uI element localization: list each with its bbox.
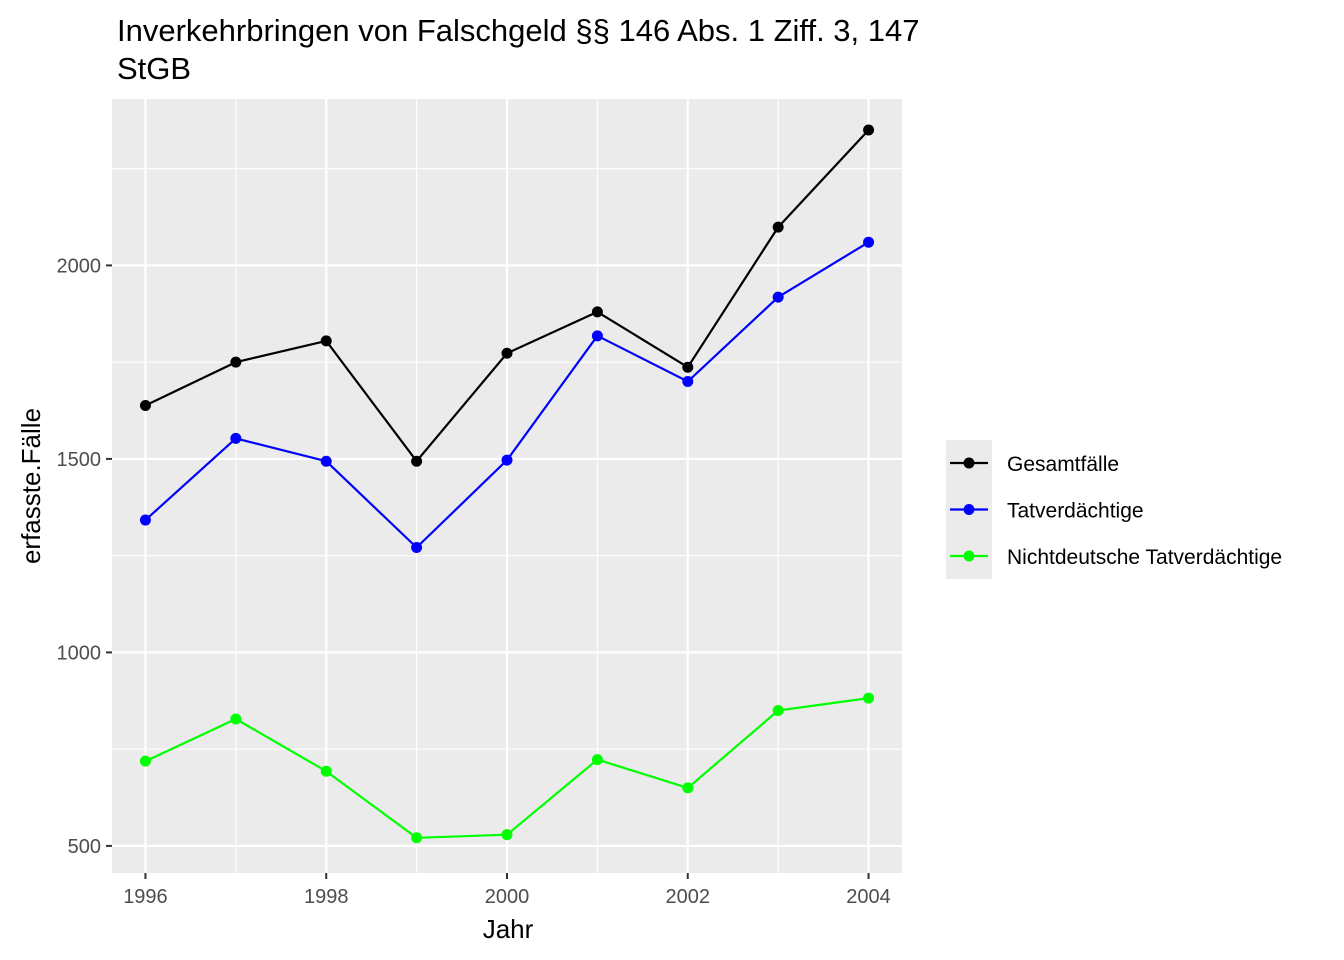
legend-label: Gesamtfälle: [1007, 453, 1119, 476]
legend-label: Nichtdeutsche Tatverdächtige: [1007, 546, 1282, 569]
data-point: [230, 432, 242, 444]
data-point: [411, 542, 423, 554]
x-axis-title: Jahr: [483, 914, 534, 944]
y-tick-label: 1500: [57, 449, 102, 471]
legend: Gesamtfälle Tatverdächtige Nichtdeutsche T…: [946, 440, 1282, 579]
data-point: [772, 291, 784, 303]
legend-key-point: [963, 550, 975, 562]
data-point: [863, 124, 875, 136]
grid-major: [112, 99, 902, 873]
x-tick-label: 2004: [846, 886, 891, 908]
y-tick-label: 1000: [57, 642, 102, 664]
data-point: [320, 335, 332, 347]
y-tick-label: 2000: [57, 255, 102, 277]
data-point: [139, 755, 151, 767]
data-point: [863, 692, 875, 704]
data-point: [501, 829, 513, 841]
legend-key-point: [963, 504, 975, 515]
tick-labels: 1996 1998 2000 2002 2004 500 1000 1500 2000: [57, 255, 891, 908]
data-point: [411, 455, 423, 467]
data-point: [411, 832, 423, 844]
data-point: [501, 454, 513, 466]
x-tick-label: 1998: [304, 886, 349, 908]
chart-title-line-2: StGB: [117, 51, 191, 86]
data-point: [682, 376, 694, 388]
data-point: [772, 221, 784, 233]
data-point: [682, 782, 694, 794]
axis-ticks: [106, 264, 870, 879]
y-tick-label: 500: [68, 836, 101, 858]
x-tick-label: 2000: [485, 886, 530, 908]
data-point: [320, 765, 332, 777]
data-point: [591, 330, 603, 342]
chart-title-line-1: Inverkehrbringen von Falschgeld §§ 146 A…: [117, 13, 920, 48]
series-layer: [139, 124, 875, 844]
x-tick-label: 1996: [123, 886, 168, 908]
data-point: [591, 754, 603, 766]
data-point: [320, 455, 332, 467]
data-point: [863, 236, 875, 248]
data-point: [682, 361, 694, 373]
data-point: [139, 514, 151, 526]
data-point: [230, 356, 242, 368]
data-point: [772, 704, 784, 716]
data-point: [230, 713, 242, 725]
y-axis-title: erfasste.Fälle: [16, 408, 46, 564]
data-point: [501, 347, 513, 359]
data-point: [139, 400, 151, 412]
data-point: [591, 306, 603, 318]
legend-key-point: [963, 457, 975, 469]
x-tick-label: 2002: [666, 886, 711, 908]
legend-label: Tatverdächtige: [1007, 500, 1144, 523]
